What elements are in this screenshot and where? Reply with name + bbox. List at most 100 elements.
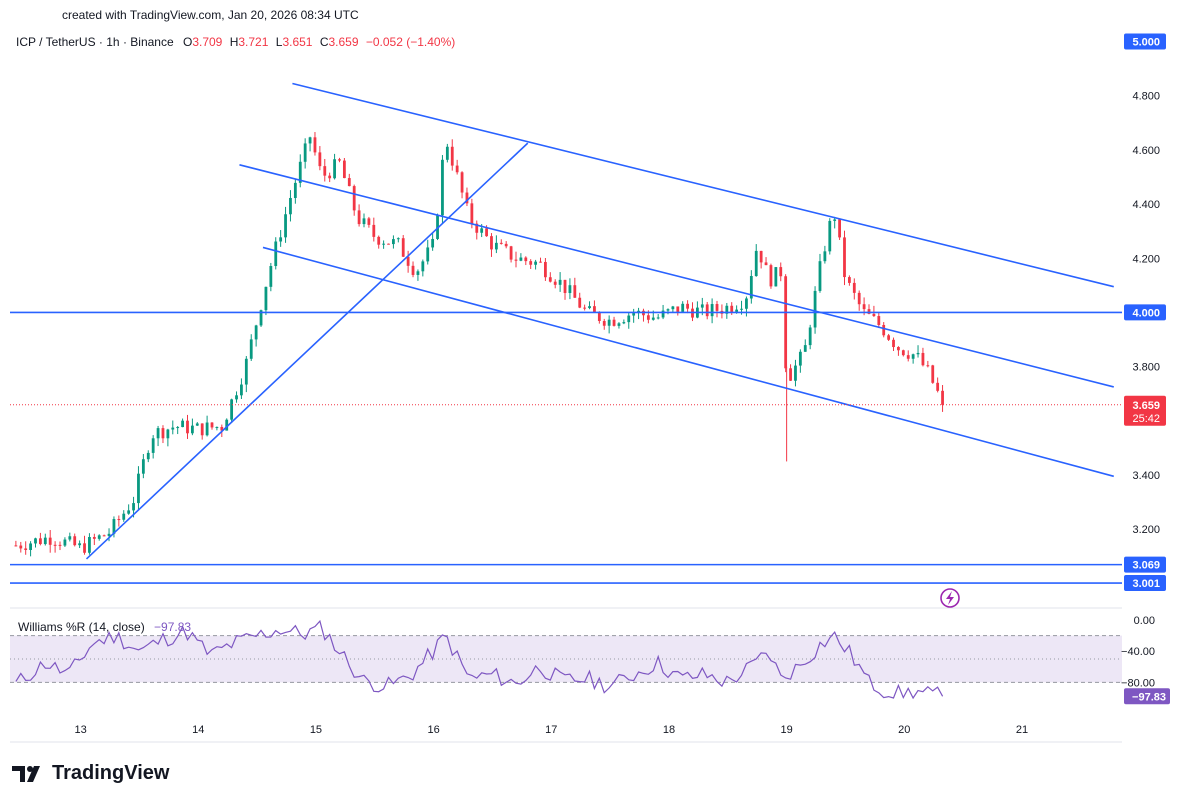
candle-down (847, 277, 851, 283)
symbol-legend[interactable]: ICP / TetherUS · 1h · Binance O3.709 H3.… (16, 35, 455, 49)
candle-up (656, 317, 660, 319)
candle-down (602, 320, 606, 326)
candle-down (887, 335, 891, 340)
candle-up (534, 261, 538, 265)
candle-up (710, 304, 714, 317)
candle-up (632, 313, 636, 316)
candle-down (877, 316, 881, 325)
candle-down (347, 178, 351, 187)
candle-up (249, 339, 253, 359)
candle-up (803, 345, 807, 352)
candle-up (740, 308, 743, 310)
candle-up (127, 510, 131, 514)
candle-down (901, 350, 905, 356)
candle-down (352, 186, 356, 211)
candle-up (176, 427, 180, 429)
candle-up (235, 395, 238, 400)
price-axis-tick: 5.000 (1132, 37, 1160, 49)
candle-up (774, 267, 778, 287)
time-axis-tick: 16 (427, 724, 439, 736)
candle-down (529, 261, 533, 265)
candle-down (779, 267, 783, 277)
williams-r-axis-tick: −40.00 (1121, 646, 1155, 658)
price-axis-tick: 3.200 (1132, 524, 1160, 536)
trend-line[interactable] (262, 246, 1114, 478)
candle-up (205, 422, 209, 436)
candle-up (588, 306, 591, 309)
candle-down (715, 304, 719, 311)
candle-up (828, 220, 832, 252)
candle-up (813, 290, 817, 328)
candle-down (593, 306, 596, 313)
candle-down (867, 309, 871, 314)
candle-up (112, 519, 116, 534)
candle-down (882, 324, 886, 336)
candles[interactable] (14, 132, 944, 557)
candle-down (14, 545, 18, 547)
price-axis[interactable]: 5.000 4.800 4.600 4.400 4.200 4.000 3.800 3.400… (1124, 33, 1166, 592)
candle-down (897, 347, 900, 351)
candle-up (298, 161, 302, 183)
candle-up (88, 536, 91, 553)
williams-r-pane[interactable]: 0.00 −40.00 −80.00 −97.83 (10, 615, 1170, 705)
candle-up (215, 426, 219, 428)
candle-down (460, 172, 464, 193)
candle-down (730, 305, 734, 312)
candle-down (342, 160, 346, 179)
candle-up (671, 306, 675, 310)
lightning-icon[interactable] (940, 588, 960, 608)
time-axis-tick: 15 (310, 724, 322, 736)
candle-down (102, 535, 106, 537)
high-value: 3.721 (238, 35, 269, 49)
williams-r-line[interactable] (15, 619, 944, 700)
candle-up (735, 309, 739, 312)
candle-up (244, 358, 248, 385)
candle-down (509, 246, 513, 260)
candle-down (843, 237, 846, 278)
candle-up (156, 428, 160, 439)
candle-down (58, 544, 62, 546)
open-label: O (182, 35, 193, 49)
candle-up (480, 228, 484, 233)
candle-up (195, 423, 199, 426)
candle-down (852, 282, 856, 293)
candle-up (78, 543, 82, 546)
candle-up (426, 247, 430, 262)
tradingview-logo[interactable]: TradingView (12, 762, 169, 785)
williams-r-value: −97.83 (154, 620, 192, 634)
williams-r-legend[interactable]: Williams %R (14, close) −97.83 (18, 620, 191, 634)
candle-down (455, 165, 459, 173)
trend-line[interactable] (239, 164, 1114, 388)
price-axis-tick: 4.800 (1132, 91, 1160, 103)
candle-down (539, 261, 542, 263)
candle-up (132, 503, 135, 511)
price-axis-tick: 4.200 (1132, 253, 1160, 265)
williams-r-value-label: −97.83 (1132, 691, 1166, 703)
candle-up (396, 238, 400, 240)
tradingview-logo-icon (12, 765, 40, 782)
candle-down (318, 152, 322, 167)
candle-up (230, 399, 234, 420)
candle-up (264, 286, 268, 311)
time-axis[interactable]: 13 14 15 16 17 18 19 20 21 (74, 724, 1028, 736)
candle-up (166, 429, 170, 439)
trend-line[interactable] (292, 82, 1114, 288)
candle-down (372, 224, 376, 237)
candle-down (759, 250, 763, 263)
candle-down (117, 519, 121, 521)
candle-down (220, 426, 224, 431)
candle-up (700, 304, 704, 308)
candle-up (269, 266, 273, 287)
candle-up (289, 197, 292, 215)
candle-down (612, 319, 616, 326)
price-pane[interactable] (10, 82, 1122, 743)
price-axis-tick: 4.400 (1132, 199, 1160, 211)
price-axis-tick: 4.000 (1132, 307, 1160, 319)
candle-down (186, 420, 189, 434)
trend-line[interactable] (85, 142, 529, 560)
candle-up (798, 351, 802, 366)
candle-down (597, 312, 601, 321)
candle-up (745, 298, 748, 309)
low-label: L (275, 35, 283, 49)
